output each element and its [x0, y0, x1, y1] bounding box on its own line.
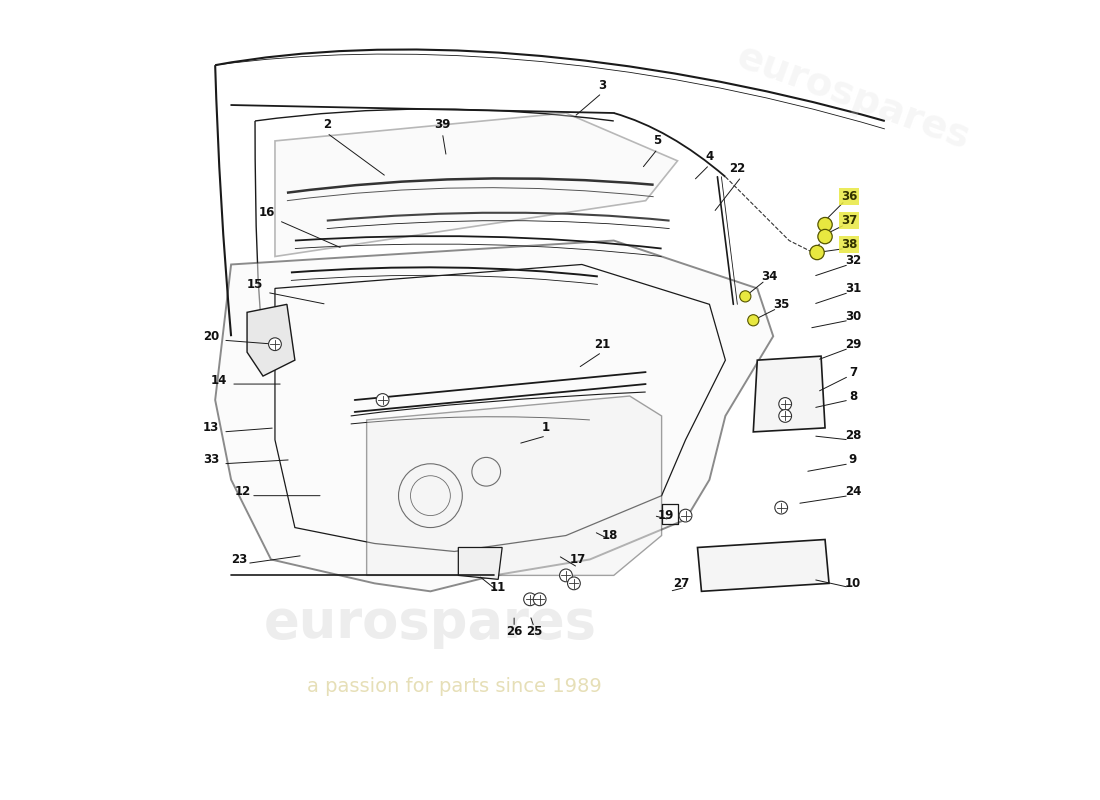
Text: 8: 8	[849, 390, 857, 402]
Text: 3: 3	[597, 78, 606, 91]
Text: 30: 30	[845, 310, 861, 322]
PathPatch shape	[366, 396, 661, 575]
Text: 39: 39	[434, 118, 451, 131]
PathPatch shape	[275, 113, 678, 257]
Circle shape	[774, 502, 788, 514]
Text: 14: 14	[211, 374, 228, 386]
Circle shape	[568, 577, 581, 590]
Text: 15: 15	[246, 278, 263, 291]
Circle shape	[779, 398, 792, 410]
PathPatch shape	[697, 539, 829, 591]
PathPatch shape	[459, 547, 503, 579]
Circle shape	[376, 394, 389, 406]
Text: 21: 21	[594, 338, 609, 350]
Text: 10: 10	[845, 577, 861, 590]
Text: 29: 29	[845, 338, 861, 350]
Text: 25: 25	[526, 625, 542, 638]
Text: 9: 9	[849, 454, 857, 466]
Circle shape	[524, 593, 537, 606]
Circle shape	[739, 290, 751, 302]
Text: 11: 11	[491, 581, 506, 594]
Text: 7: 7	[849, 366, 857, 378]
Text: eurospares: eurospares	[264, 598, 597, 650]
Text: 36: 36	[840, 190, 857, 203]
Circle shape	[679, 510, 692, 522]
Text: 4: 4	[705, 150, 714, 163]
Text: 35: 35	[773, 298, 790, 311]
PathPatch shape	[754, 356, 825, 432]
Text: 24: 24	[845, 485, 861, 498]
Circle shape	[560, 569, 572, 582]
PathPatch shape	[216, 241, 773, 591]
Circle shape	[748, 314, 759, 326]
Text: 13: 13	[204, 422, 219, 434]
Text: 20: 20	[204, 330, 219, 342]
Text: 28: 28	[845, 430, 861, 442]
Text: 19: 19	[658, 509, 674, 522]
Text: 31: 31	[845, 282, 861, 295]
Text: 32: 32	[845, 254, 861, 267]
Text: 26: 26	[506, 625, 522, 638]
Text: 12: 12	[235, 485, 251, 498]
PathPatch shape	[248, 304, 295, 376]
Text: 18: 18	[602, 529, 618, 542]
Text: 27: 27	[673, 577, 690, 590]
Text: 38: 38	[840, 238, 857, 251]
Text: 16: 16	[258, 206, 275, 219]
Circle shape	[818, 218, 833, 232]
Text: 22: 22	[729, 162, 746, 175]
Text: 34: 34	[761, 270, 778, 283]
Circle shape	[534, 593, 546, 606]
Circle shape	[268, 338, 282, 350]
Circle shape	[818, 230, 833, 244]
Text: 17: 17	[570, 553, 586, 566]
Circle shape	[779, 410, 792, 422]
Text: 1: 1	[542, 422, 550, 434]
Text: 33: 33	[204, 454, 219, 466]
Text: a passion for parts since 1989: a passion for parts since 1989	[307, 678, 602, 697]
Circle shape	[810, 246, 824, 260]
Text: 23: 23	[231, 553, 248, 566]
Text: 2: 2	[322, 118, 331, 131]
Text: 37: 37	[840, 214, 857, 227]
Text: eurospares: eurospares	[732, 38, 975, 157]
Text: 5: 5	[653, 134, 662, 147]
